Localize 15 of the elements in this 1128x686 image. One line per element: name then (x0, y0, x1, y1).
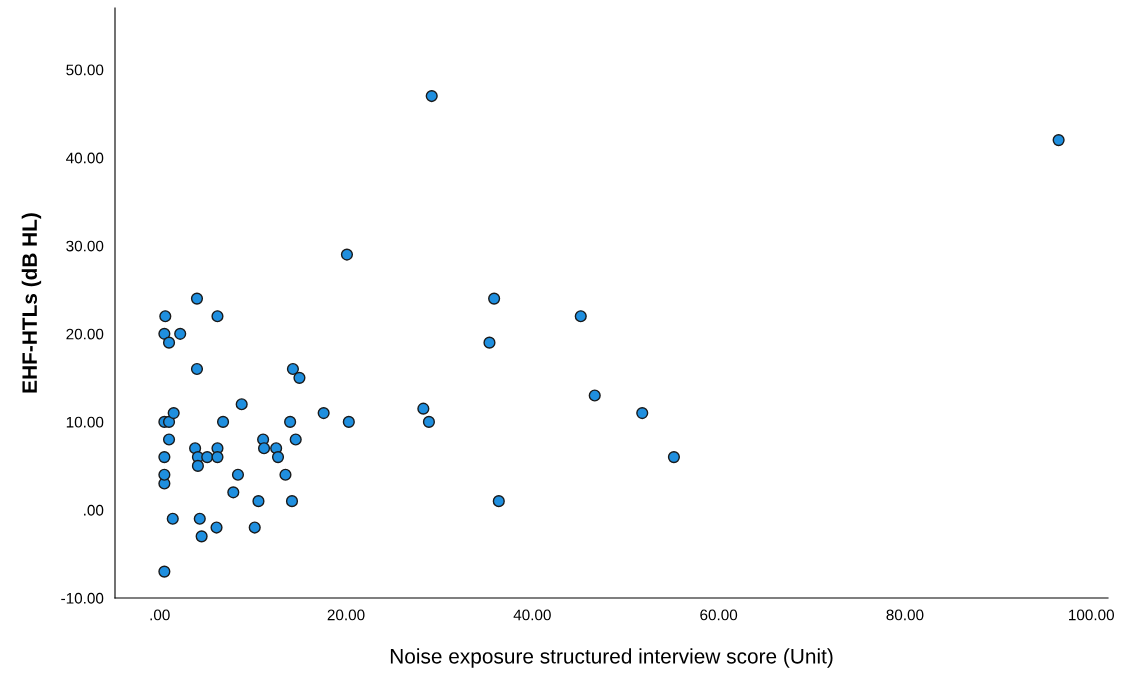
y-tick-label: 30.00 (66, 240, 104, 252)
x-axis-title: Noise exposure structured interview score (Unit) (390, 648, 833, 668)
y-tick-label: -10.00 (61, 592, 104, 604)
y-tick-label: 20.00 (66, 328, 104, 340)
y-tick-label: .00 (84, 504, 104, 516)
x-tick-label: 60.00 (700, 609, 738, 621)
x-tick-label: 40.00 (513, 609, 551, 621)
y-axis-title: EHF-HTLs (dB HL) (21, 213, 42, 393)
x-tick-label: .00 (150, 609, 170, 621)
x-tick-label: 100.00 (1069, 609, 1114, 621)
y-tick-label: 10.00 (66, 416, 104, 428)
y-tick-label: 50.00 (66, 64, 104, 76)
x-tick-label: 80.00 (886, 609, 924, 621)
x-tick-label: 20.00 (327, 609, 365, 621)
y-tick-label: 40.00 (66, 152, 104, 164)
